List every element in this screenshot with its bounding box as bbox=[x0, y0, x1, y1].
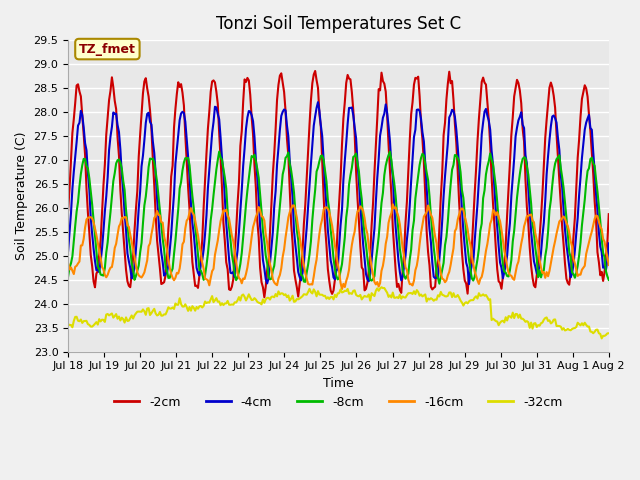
-2cm bbox=[100, 182, 108, 188]
Line: -4cm: -4cm bbox=[68, 102, 609, 284]
Y-axis label: Soil Temperature (C): Soil Temperature (C) bbox=[15, 132, 28, 260]
-2cm bbox=[311, 68, 319, 74]
-8cm bbox=[533, 256, 541, 262]
-32cm bbox=[451, 294, 459, 300]
-32cm bbox=[64, 321, 72, 327]
-32cm bbox=[605, 330, 612, 336]
-16cm bbox=[344, 274, 351, 279]
-32cm bbox=[378, 284, 385, 290]
-8cm bbox=[436, 281, 444, 287]
-2cm bbox=[452, 140, 460, 146]
-16cm bbox=[605, 262, 612, 268]
-4cm bbox=[533, 271, 541, 276]
-16cm bbox=[604, 254, 611, 260]
-2cm bbox=[345, 76, 353, 82]
Line: -2cm: -2cm bbox=[68, 71, 609, 297]
-16cm bbox=[452, 226, 460, 231]
-2cm bbox=[604, 240, 611, 246]
-8cm bbox=[344, 203, 351, 209]
-2cm bbox=[83, 185, 90, 191]
Legend: -2cm, -4cm, -8cm, -16cm, -32cm: -2cm, -4cm, -8cm, -16cm, -32cm bbox=[109, 391, 568, 414]
-2cm bbox=[533, 272, 541, 278]
-4cm bbox=[83, 147, 90, 153]
-8cm bbox=[215, 149, 223, 155]
-2cm bbox=[260, 294, 268, 300]
Line: -32cm: -32cm bbox=[68, 287, 609, 338]
-32cm bbox=[342, 288, 350, 294]
-32cm bbox=[598, 336, 605, 341]
-8cm bbox=[64, 273, 72, 279]
-4cm bbox=[605, 240, 612, 246]
-4cm bbox=[344, 121, 351, 127]
-4cm bbox=[451, 114, 459, 120]
-4cm bbox=[64, 248, 72, 253]
-2cm bbox=[64, 207, 72, 213]
X-axis label: Time: Time bbox=[323, 377, 354, 390]
-4cm bbox=[100, 228, 108, 234]
-16cm bbox=[100, 266, 108, 272]
-32cm bbox=[100, 317, 108, 323]
Line: -16cm: -16cm bbox=[68, 204, 609, 289]
Title: Tonzi Soil Temperatures Set C: Tonzi Soil Temperatures Set C bbox=[216, 15, 461, 33]
-16cm bbox=[64, 260, 72, 266]
-4cm bbox=[314, 99, 322, 105]
-8cm bbox=[100, 273, 108, 278]
-32cm bbox=[531, 320, 539, 326]
Line: -8cm: -8cm bbox=[68, 152, 609, 284]
-2cm bbox=[605, 211, 612, 217]
-8cm bbox=[83, 163, 90, 168]
-16cm bbox=[338, 286, 346, 292]
-8cm bbox=[604, 274, 611, 279]
-8cm bbox=[605, 277, 612, 283]
Text: TZ_fmet: TZ_fmet bbox=[79, 43, 136, 56]
-4cm bbox=[604, 258, 611, 264]
-16cm bbox=[533, 237, 541, 243]
-4cm bbox=[465, 281, 473, 287]
-16cm bbox=[83, 216, 90, 222]
-8cm bbox=[452, 153, 460, 158]
-16cm bbox=[389, 202, 397, 207]
-32cm bbox=[83, 318, 90, 324]
-32cm bbox=[604, 331, 611, 336]
